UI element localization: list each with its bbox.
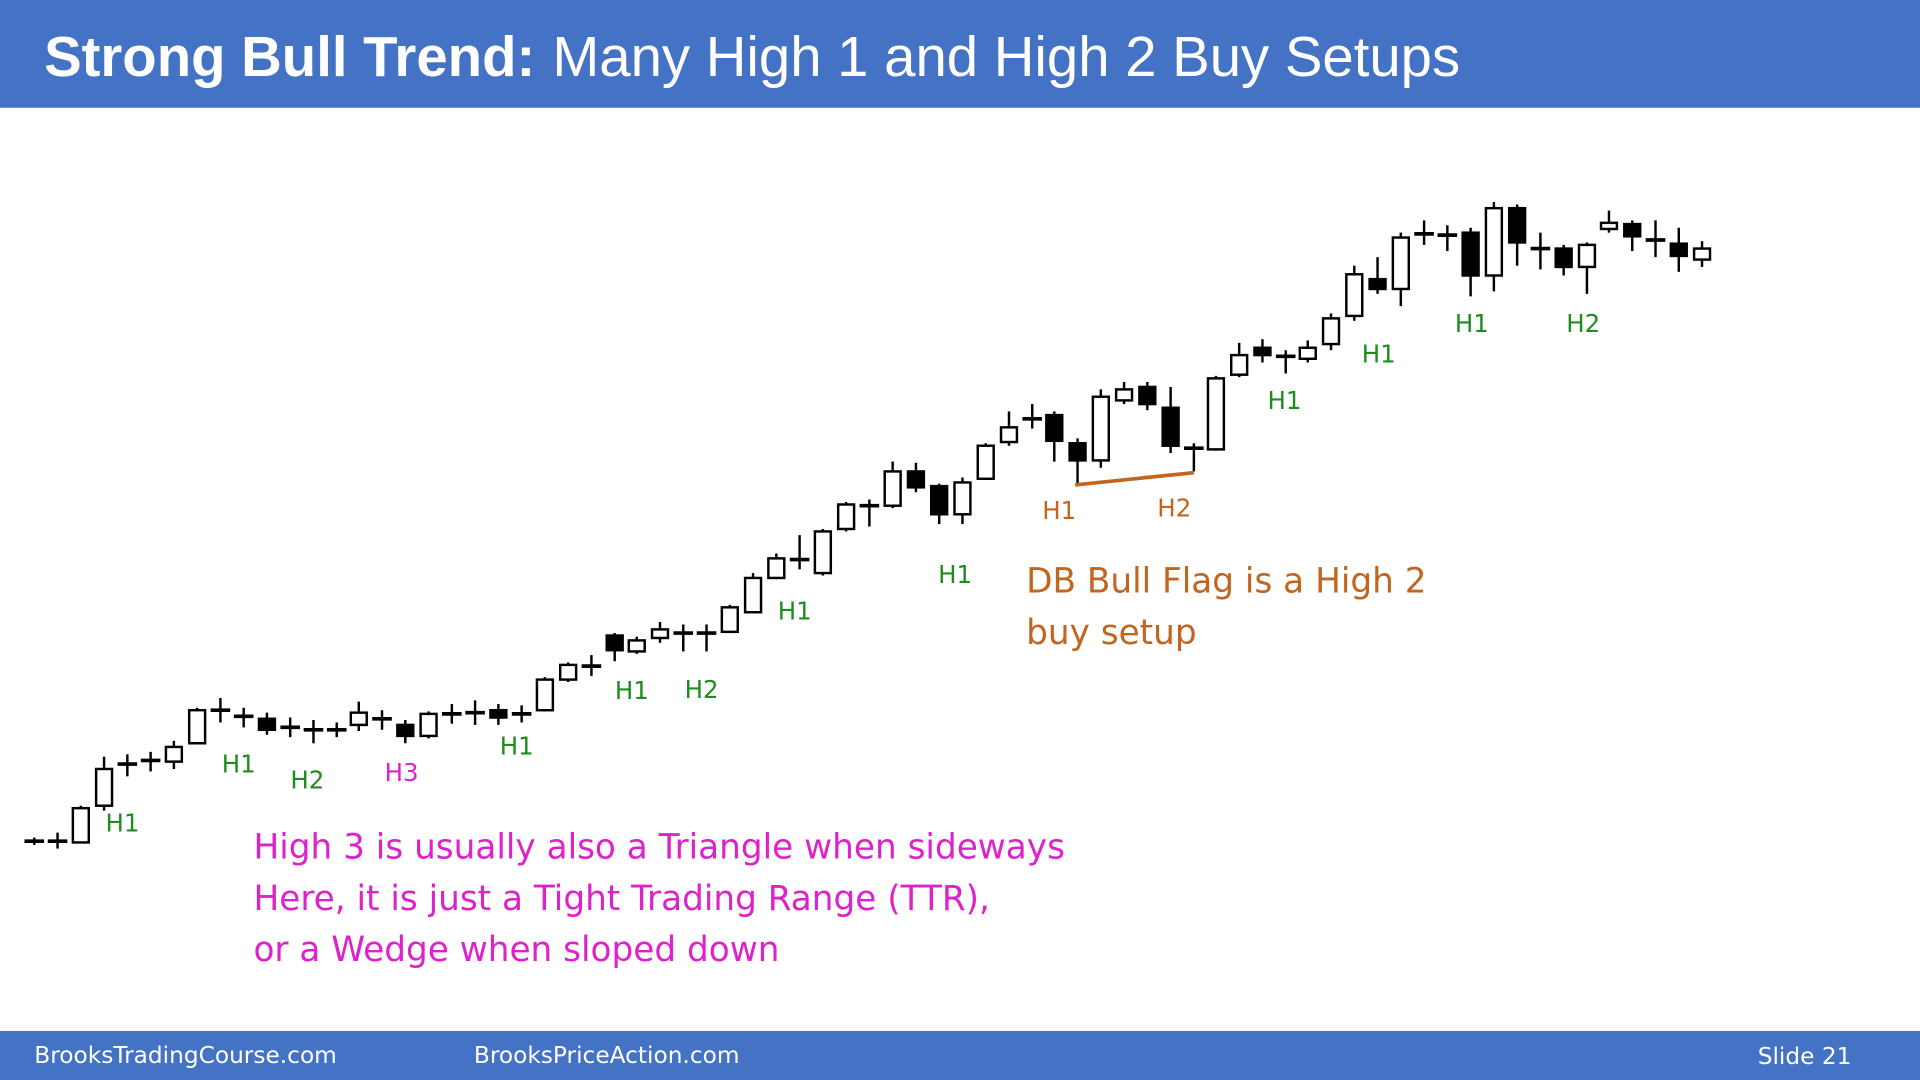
candle-body — [1368, 277, 1387, 291]
candle-body — [605, 634, 624, 652]
candle-body — [1161, 406, 1180, 447]
candle-body — [976, 444, 995, 480]
slide-number: Slide 21 — [1758, 1043, 1852, 1070]
candle-body — [1623, 222, 1642, 238]
candle-body — [419, 712, 438, 738]
candle-body — [883, 470, 902, 507]
candle-body — [743, 576, 763, 614]
candle-body — [767, 557, 786, 580]
setup-label: H1 — [1362, 339, 1396, 368]
candle-body — [349, 711, 368, 727]
header-bar — [0, 0, 1920, 108]
setup-label: H1 — [222, 750, 256, 779]
labels: H1 H1 H2 H3 H1 H1 H2 H1 H1 H1 H2 H1 H1 H1 H2 — [105, 309, 1600, 838]
title-rest: Many High 1 and High 2 Buy Setups — [552, 25, 1460, 88]
candle-body — [1114, 388, 1134, 402]
candle-body — [396, 723, 415, 738]
candle-body — [1345, 273, 1364, 318]
h3-note: High 3 is usually also a Triangle when s… — [253, 827, 1064, 970]
setup-label: H1 — [615, 676, 649, 705]
setup-label: H1 — [1268, 386, 1302, 415]
h3-note-line: or a Wedge when sloped down — [253, 930, 779, 970]
candle-body — [1484, 206, 1504, 277]
footer-bar — [0, 1031, 1920, 1080]
h3-note-line: High 3 is usually also a Triangle when s… — [253, 827, 1064, 867]
setup-label: H1 — [1042, 496, 1076, 525]
footer-middle: BrooksPriceAction.com — [474, 1042, 740, 1069]
candle-body — [1206, 377, 1226, 451]
candle-body — [650, 628, 670, 640]
candle-body — [1507, 206, 1527, 244]
candle-body — [1230, 353, 1249, 376]
setup-label: H1 — [778, 597, 812, 626]
candle-body — [257, 717, 277, 732]
footer-left: BrooksTradingCourse.com — [34, 1042, 337, 1069]
candle-body — [1391, 236, 1410, 291]
setup-label: H1 — [938, 560, 972, 589]
candle-body — [558, 663, 578, 681]
candle-body — [813, 530, 833, 575]
candle-body — [627, 639, 646, 653]
candle-body — [1091, 395, 1110, 462]
candle-body — [1692, 247, 1712, 261]
candle-body — [1045, 413, 1064, 443]
title-bold: Strong Bull Trend: — [44, 25, 535, 88]
setup-label: H1 — [500, 731, 534, 760]
candle-body — [535, 678, 555, 712]
setup-label: H2 — [1566, 309, 1600, 338]
candle-body — [1068, 442, 1087, 462]
candles — [24, 202, 1712, 849]
candle-body — [720, 606, 739, 634]
flag-note: DB Bull Flag is a High 2 buy setup — [1026, 562, 1426, 653]
candle-body — [999, 426, 1019, 444]
candle-body — [930, 484, 949, 516]
candle-body — [187, 708, 207, 745]
title: Strong Bull Trend: Many High 1 and High 2… — [44, 25, 1460, 88]
candle-body — [489, 708, 508, 719]
candle-body — [1669, 242, 1688, 258]
setup-label: H2 — [1157, 494, 1191, 523]
setup-label: H1 — [105, 808, 139, 837]
candle-body — [1577, 243, 1597, 269]
flag-note-line: buy setup — [1026, 613, 1196, 653]
candle-body — [906, 470, 926, 489]
setup-label: H2 — [290, 766, 324, 795]
candle-body — [1321, 317, 1341, 346]
candle-body — [164, 745, 184, 763]
candle-body — [1298, 346, 1317, 360]
setup-label: H1 — [1455, 309, 1489, 338]
h3-note-line: Here, it is just a Tight Trading Range (… — [253, 879, 989, 919]
candle-body — [1138, 385, 1157, 406]
setup-label: H2 — [685, 675, 719, 704]
candle-body — [71, 806, 90, 844]
candle-body — [1554, 247, 1573, 269]
setup-label: H3 — [385, 758, 419, 787]
candle-body — [1461, 231, 1480, 277]
double-bottom-line — [1074, 470, 1195, 487]
candle-body — [836, 503, 856, 531]
candle-body — [1253, 346, 1272, 357]
candle-body — [94, 767, 114, 807]
candle-body — [1599, 221, 1619, 231]
flag-note-line: DB Bull Flag is a High 2 — [1026, 562, 1426, 602]
candle-body — [953, 481, 972, 516]
